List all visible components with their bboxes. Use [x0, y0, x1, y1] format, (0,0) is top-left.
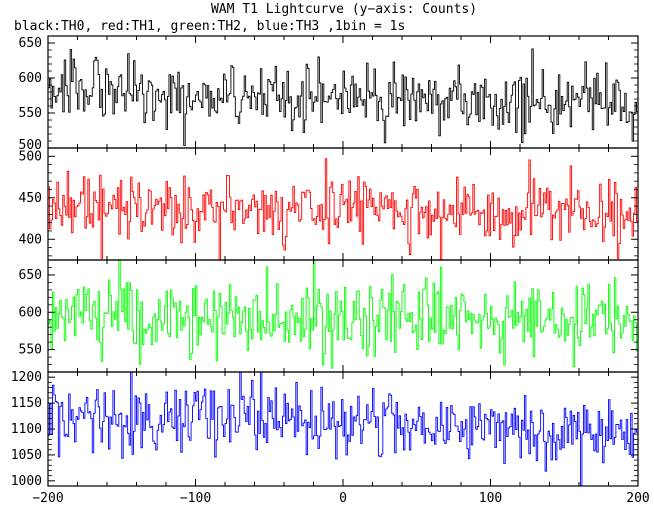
y-tick-label: 1050: [11, 448, 42, 463]
y-tick-label: 500: [19, 138, 42, 153]
y-tick-label: 550: [19, 343, 42, 358]
panels: 500 550 600 650 400 450 500 550 600 650 1000 1050 11…: [11, 35, 639, 489]
chart-title: WAM T1 Lightcurve (y−axis: Counts): [211, 2, 477, 17]
y-tick-label: 650: [19, 268, 42, 283]
x-tick-label: 0: [339, 491, 347, 505]
chart-subtitle: black:TH0, red:TH1, green:TH2, blue:TH3 …: [14, 19, 405, 34]
x-tick-label: 200: [626, 491, 649, 505]
y-tick-label: 600: [19, 305, 42, 320]
x-tick-label: −200: [32, 491, 63, 505]
panel-th2: 550 600 650: [19, 259, 639, 373]
x-tick-label: −100: [180, 491, 211, 505]
y-tick-label: 500: [19, 149, 42, 164]
x-tick-label: 100: [479, 491, 502, 505]
y-tick-label: 600: [19, 71, 42, 86]
series-line-th3: [48, 372, 638, 486]
y-tick-label: 1200: [11, 370, 42, 385]
y-tick-label: 650: [19, 36, 42, 51]
series-line-th1: [48, 158, 638, 260]
y-tick-label: 450: [19, 191, 42, 206]
y-tick-label: 1150: [11, 396, 42, 411]
y-tick-label: 550: [19, 106, 42, 121]
y-tick-label: 1000: [11, 474, 42, 489]
series-line-th2: [48, 260, 638, 369]
panel-th1: 400 450 500: [19, 147, 639, 261]
x-axis: −200 −100 0 100 200: [32, 491, 649, 505]
y-tick-label: 400: [19, 232, 42, 247]
y-tick-label: 1100: [11, 422, 42, 437]
panel-th3: 1000 1050 1100 1150 1200: [11, 370, 639, 489]
series-line-th0: [48, 48, 638, 146]
panel-th0: 500 550 600 650: [19, 35, 639, 153]
